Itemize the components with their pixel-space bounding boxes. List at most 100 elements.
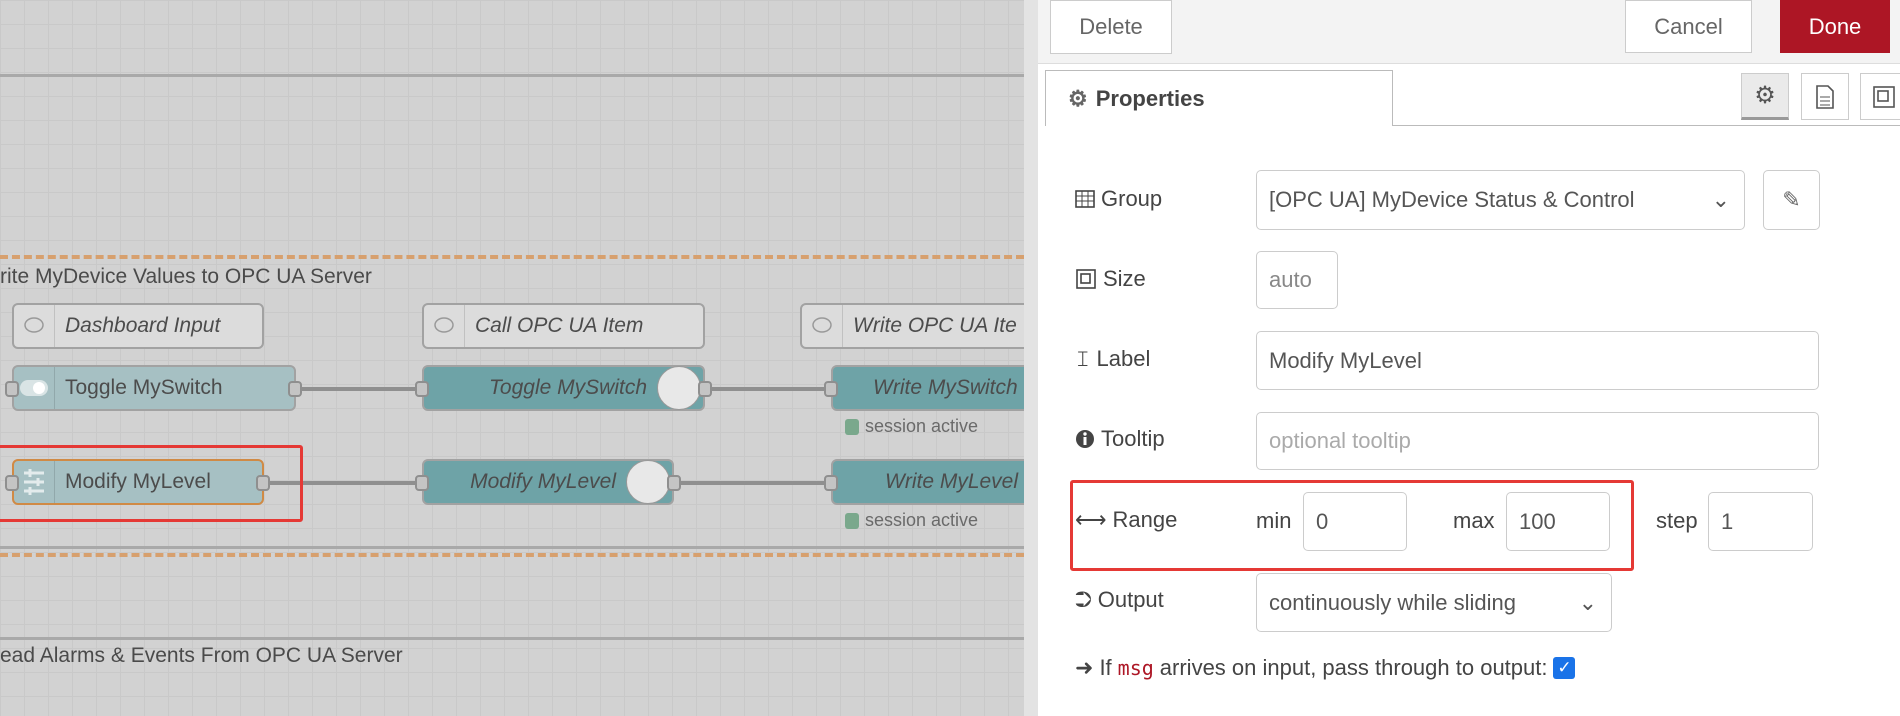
node-label: Dashboard Input xyxy=(65,314,221,337)
wire xyxy=(296,387,422,391)
arrow-right-icon: ➜ xyxy=(1075,655,1094,680)
input-port[interactable] xyxy=(5,381,19,397)
flow-canvas[interactable]: rite MyDevice Values to OPC UA Server Da… xyxy=(0,0,1024,716)
group-border xyxy=(0,74,1024,77)
group-dashed-border xyxy=(0,255,1024,259)
edit-group-button[interactable]: ✎ xyxy=(1763,170,1820,230)
input-port[interactable] xyxy=(824,381,838,397)
speech-bubble-icon xyxy=(802,305,843,347)
output-label: ⮊ Output xyxy=(1075,587,1164,613)
arrows-horizontal-icon: ⟷ xyxy=(1075,507,1107,532)
wire xyxy=(674,481,831,485)
comment-node[interactable]: Write OPC UA Ite xyxy=(800,303,1024,349)
tab-properties[interactable]: ⚙ Properties xyxy=(1045,70,1393,126)
input-port[interactable] xyxy=(415,381,429,397)
label-label: 𝙸 Label xyxy=(1075,346,1150,372)
tab-label: Properties xyxy=(1095,85,1205,111)
done-button[interactable]: Done xyxy=(1780,0,1890,53)
text-cursor-icon: 𝙸 xyxy=(1075,346,1091,371)
pencil-icon: ✎ xyxy=(1782,187,1801,212)
chevron-down-icon: ⌄ xyxy=(1578,589,1597,615)
output-port[interactable] xyxy=(256,475,270,491)
tooltip-label: Tooltip xyxy=(1075,426,1165,452)
appearance-tab-button[interactable] xyxy=(1860,73,1900,120)
max-label: max xyxy=(1453,508,1495,533)
label-text: Tooltip xyxy=(1101,426,1165,451)
opcua-logo-icon xyxy=(657,366,701,410)
speech-bubble-icon xyxy=(424,305,465,347)
label-input[interactable]: Modify MyLevel xyxy=(1256,331,1819,390)
output-port[interactable] xyxy=(288,381,302,397)
node-label: Write OPC UA Ite xyxy=(853,314,1017,337)
tooltip-input[interactable]: optional tooltip xyxy=(1256,412,1819,470)
gear-icon: ⚙ xyxy=(1068,85,1088,111)
node-status: session active xyxy=(845,510,978,531)
input-port[interactable] xyxy=(824,475,838,491)
pass-through-row: ➜ If msg arrives on input, pass through … xyxy=(1075,655,1576,681)
input-port[interactable] xyxy=(415,475,429,491)
speech-bubble-icon xyxy=(14,305,55,347)
step-input[interactable]: 1 xyxy=(1708,492,1813,551)
group-title: rite MyDevice Values to OPC UA Server xyxy=(0,265,372,288)
input-port[interactable] xyxy=(5,475,19,491)
description-tab-button[interactable] xyxy=(1801,73,1849,120)
document-icon xyxy=(1816,84,1834,109)
opcua-node[interactable]: Toggle MySwitch xyxy=(422,365,705,411)
sliders-icon xyxy=(14,461,55,503)
switch-node[interactable]: Toggle MySwitch xyxy=(12,365,296,411)
step-label: step xyxy=(1656,508,1698,533)
chevron-down-icon: ⌄ xyxy=(1711,187,1730,212)
group-title: ead Alarms & Events From OPC UA Server xyxy=(0,644,403,667)
status-text: session active xyxy=(865,416,979,436)
group-label: Group xyxy=(1075,186,1162,212)
label-text: Range xyxy=(1112,507,1178,532)
max-input[interactable]: 100 xyxy=(1506,492,1610,551)
pass-text: arrives on input, pass through to output… xyxy=(1159,655,1548,680)
msg-code: msg xyxy=(1117,656,1154,680)
output-select[interactable]: continuously while sliding ⌄ xyxy=(1256,573,1612,632)
slider-node[interactable]: Modify MyLevel xyxy=(12,459,264,505)
cancel-button[interactable]: Cancel xyxy=(1625,0,1752,53)
label-text: Output xyxy=(1097,587,1164,612)
wire xyxy=(264,481,422,485)
output-port[interactable] xyxy=(698,381,712,397)
info-circle-icon xyxy=(1076,430,1094,448)
delete-button[interactable]: Delete xyxy=(1050,0,1172,54)
node-label: Modify MyLevel xyxy=(470,470,616,493)
group-dashed-border xyxy=(0,553,1024,557)
resize-icon xyxy=(1076,269,1096,289)
properties-tab-button[interactable]: ⚙ xyxy=(1741,73,1789,120)
opcua-write-node[interactable]: Write MyLevel xyxy=(831,459,1024,505)
min-label: min xyxy=(1256,508,1292,533)
comment-node[interactable]: Dashboard Input xyxy=(12,303,264,349)
gear-icon: ⚙ xyxy=(1754,82,1776,109)
output-port[interactable] xyxy=(667,475,681,491)
group-select[interactable]: [OPC UA] MyDevice Status & Control ⌄ xyxy=(1256,170,1745,230)
select-value: continuously while sliding xyxy=(1269,589,1517,615)
group-border xyxy=(0,546,1024,549)
toggle-icon xyxy=(14,367,55,409)
node-label: Write MySwitch xyxy=(873,376,1018,399)
sign-out-icon: ⮊ xyxy=(1075,587,1092,612)
opcua-node[interactable]: Modify MyLevel xyxy=(422,459,674,505)
group-border xyxy=(0,637,1024,640)
node-status: session active xyxy=(845,416,978,437)
edit-toolbar xyxy=(1038,0,1900,64)
resize-icon xyxy=(1873,85,1895,108)
node-label: Call OPC UA Item xyxy=(475,314,644,337)
select-value: [OPC UA] MyDevice Status & Control xyxy=(1269,187,1635,212)
range-label: ⟷ Range xyxy=(1075,507,1177,533)
pass-through-checkbox[interactable]: ✓ xyxy=(1553,657,1576,679)
comment-node[interactable]: Call OPC UA Item xyxy=(422,303,705,349)
status-dot-icon xyxy=(845,512,859,529)
size-label: Size xyxy=(1075,266,1146,292)
size-button[interactable]: auto xyxy=(1256,251,1338,309)
opcua-write-node[interactable]: Write MySwitch xyxy=(831,365,1024,411)
status-text: session active xyxy=(865,510,979,530)
opcua-logo-icon xyxy=(626,460,670,504)
node-label: Modify MyLevel xyxy=(65,470,211,493)
label-text: Group xyxy=(1101,186,1163,211)
wire xyxy=(705,387,831,391)
node-label: Write MyLevel xyxy=(885,470,1019,493)
min-input[interactable]: 0 xyxy=(1303,492,1407,551)
